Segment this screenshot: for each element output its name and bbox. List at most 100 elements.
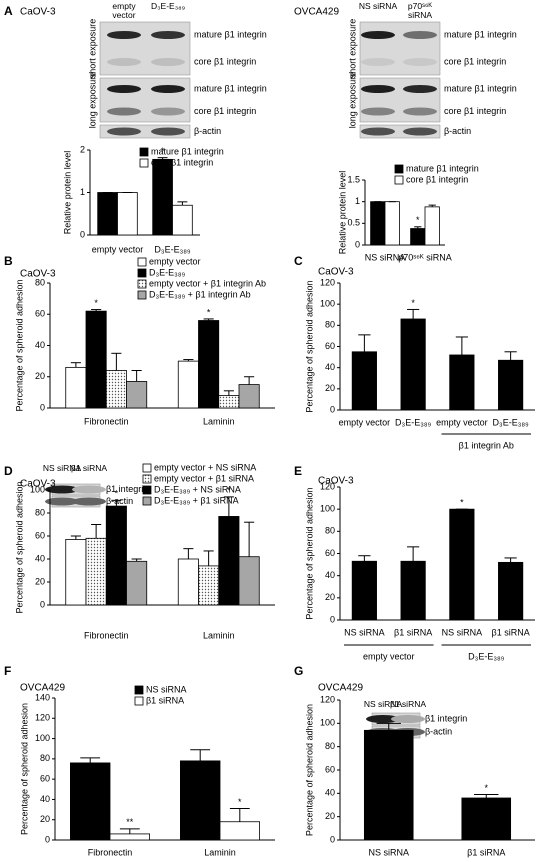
legend-label: core β1 integrin — [406, 174, 468, 184]
lane-label-box: β1 siRNA — [390, 700, 426, 709]
x-tick-label: NS siRNA — [344, 627, 385, 637]
x-tick-label: NS siRNA — [442, 627, 483, 637]
group-label: D₃E-E₃₈₉ — [468, 651, 505, 661]
y-tick-label: 20 — [325, 811, 335, 821]
annotation: * — [411, 298, 415, 308]
legend-label: mature β1 integrin — [151, 146, 224, 156]
bar — [70, 762, 111, 841]
legend-label: D₃E-E₃₈₉ + β1 siRNA — [154, 495, 239, 505]
x-tick-label: β1 siRNA — [492, 627, 530, 637]
legend-label: empty vector — [149, 256, 201, 266]
exposure-label: long exposure — [87, 72, 97, 129]
band-label: core β1 integrin — [194, 56, 256, 66]
annotation: * — [484, 783, 488, 793]
legend-label: core β1 integrin — [151, 157, 213, 167]
lane-label: β1 siRNA — [70, 464, 108, 473]
panel-letter: C — [294, 254, 303, 268]
y-tick-label: 40 — [325, 362, 335, 372]
legend-swatch — [134, 685, 144, 695]
x-tick-label: Laminin — [203, 630, 235, 640]
blot-box — [99, 77, 191, 123]
x-tick-label: Laminin — [204, 847, 236, 857]
y-tick-label: 40 — [35, 340, 45, 350]
y-tick-label: 20 — [325, 592, 335, 602]
bar — [117, 192, 138, 236]
bar — [218, 395, 240, 409]
y-tick-label: 20 — [35, 576, 45, 586]
y-axis-label: Percentage of spheroid adhesion — [304, 704, 314, 836]
chart-title: CaOV-3 — [318, 476, 354, 487]
panel-letter: E — [294, 464, 302, 478]
band-label: β1 integrin — [425, 713, 467, 723]
band-label: core β1 integrin — [444, 56, 506, 66]
lane-label-box: D₃E-E₃₈₉ — [151, 2, 185, 11]
blot-band — [366, 715, 400, 723]
bar — [65, 539, 87, 606]
bar — [461, 797, 512, 841]
x-tick-label: β1 siRNA — [467, 847, 505, 857]
blot-band — [361, 85, 395, 93]
lane-label-box: NS siRNA — [358, 2, 398, 11]
panel-letter: B — [4, 254, 13, 268]
panel-letter: G — [294, 664, 303, 678]
x-tick-label: NS siRNA — [365, 252, 406, 262]
blot-band — [72, 497, 106, 506]
y-axis-label: Percentage of spheroid adhesion — [304, 280, 314, 412]
blot-box — [359, 21, 441, 76]
y-tick-label: 1 — [80, 187, 85, 197]
bar — [498, 561, 524, 621]
y-tick-label: 20 — [325, 383, 335, 393]
band-label: β-actin — [425, 726, 452, 736]
bar — [384, 201, 400, 246]
bar — [410, 228, 426, 246]
blot-box — [99, 21, 191, 76]
x-tick-label: p70ˢ⁶ᴷ siRNA — [398, 252, 452, 262]
blot-band — [391, 715, 425, 723]
annotation: * — [238, 797, 242, 807]
bar — [238, 384, 260, 409]
legend-swatch — [142, 463, 152, 473]
y-tick-label: 0 — [355, 239, 360, 249]
annotation: * — [460, 498, 464, 508]
bar — [498, 359, 524, 411]
y-axis-label: Percentage of spheroid adhesion — [14, 279, 24, 411]
band-label: β-actin — [106, 496, 133, 506]
legend-swatch — [394, 175, 404, 185]
y-tick-label: 0 — [330, 404, 335, 414]
x-tick-label: Laminin — [203, 416, 235, 426]
blot-band — [107, 58, 141, 66]
y-tick-label: 80 — [325, 741, 335, 751]
bar — [198, 320, 220, 409]
y-axis-label: Relative protein level — [62, 151, 72, 235]
band-label: core β1 integrin — [444, 106, 506, 116]
chart-title: CaOV-3 — [318, 267, 354, 278]
legend-swatch — [137, 257, 147, 267]
lane-label: NS siRNA — [358, 2, 398, 11]
y-tick-label: 40 — [35, 553, 45, 563]
y-tick-label: 80 — [325, 320, 335, 330]
band-label: mature β1 integrin — [444, 83, 517, 93]
blot-band — [403, 58, 437, 66]
lane-label: NS siRNA — [363, 700, 403, 709]
bar — [105, 370, 127, 409]
bar — [449, 354, 475, 411]
annotation: ** — [126, 817, 134, 827]
annotation: * — [161, 146, 165, 156]
x-tick-label: empty vector — [339, 417, 391, 427]
bar — [126, 560, 148, 606]
bar — [177, 558, 199, 606]
x-tick-label: NS siRNA — [368, 847, 409, 857]
lane-label: p70ˢ⁶ᴷ siRNA — [407, 2, 433, 20]
blot-title: OVCA429 — [294, 7, 339, 18]
chart-title: CaOV-3 — [20, 479, 56, 490]
y-tick-label: 140 — [35, 692, 50, 702]
annotation: * — [416, 215, 420, 225]
lane-label-box: NS siRNA — [363, 700, 403, 709]
x-tick-label: D₃E-E₃₈₉ — [395, 417, 432, 427]
x-tick-label: empty vector — [436, 417, 488, 427]
blot-title: CaOV-3 — [20, 7, 56, 18]
y-tick-label: 60 — [35, 309, 45, 319]
y-tick-label: 120 — [35, 713, 50, 723]
